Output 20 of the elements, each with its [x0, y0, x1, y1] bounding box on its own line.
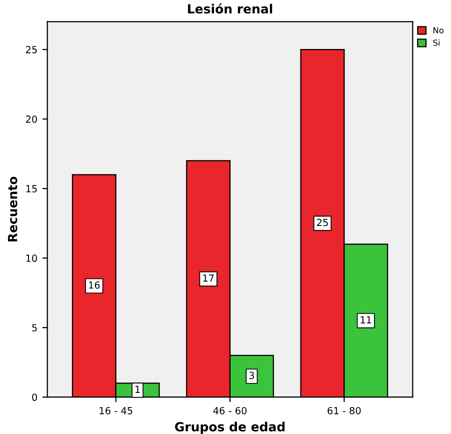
- x-tick-label: 46 - 60: [213, 407, 247, 414]
- data-label: 11: [360, 316, 372, 324]
- y-tick-label: 5: [32, 324, 37, 332]
- x-axis-title: Grupos de edad: [175, 422, 285, 434]
- data-label: 3: [249, 372, 254, 380]
- x-tick-label: 61 - 80: [328, 407, 361, 414]
- data-label: 16: [89, 281, 100, 289]
- y-tick-label: 20: [26, 116, 37, 123]
- data-label: 25: [317, 218, 328, 226]
- legend-label: No: [433, 27, 444, 34]
- legend-label: Si: [433, 39, 440, 46]
- y-axis-title: Recuento: [8, 176, 18, 242]
- y-tick-label: 25: [26, 46, 37, 54]
- y-tick-label: 10: [26, 254, 37, 262]
- y-tick-label: 15: [26, 185, 37, 192]
- data-label: 1: [136, 386, 140, 393]
- x-tick-label: 16 - 45: [100, 407, 132, 414]
- data-label: 17: [203, 274, 214, 282]
- chart-title: Lesión renal: [188, 3, 272, 14]
- y-tick-label: 0: [32, 394, 37, 401]
